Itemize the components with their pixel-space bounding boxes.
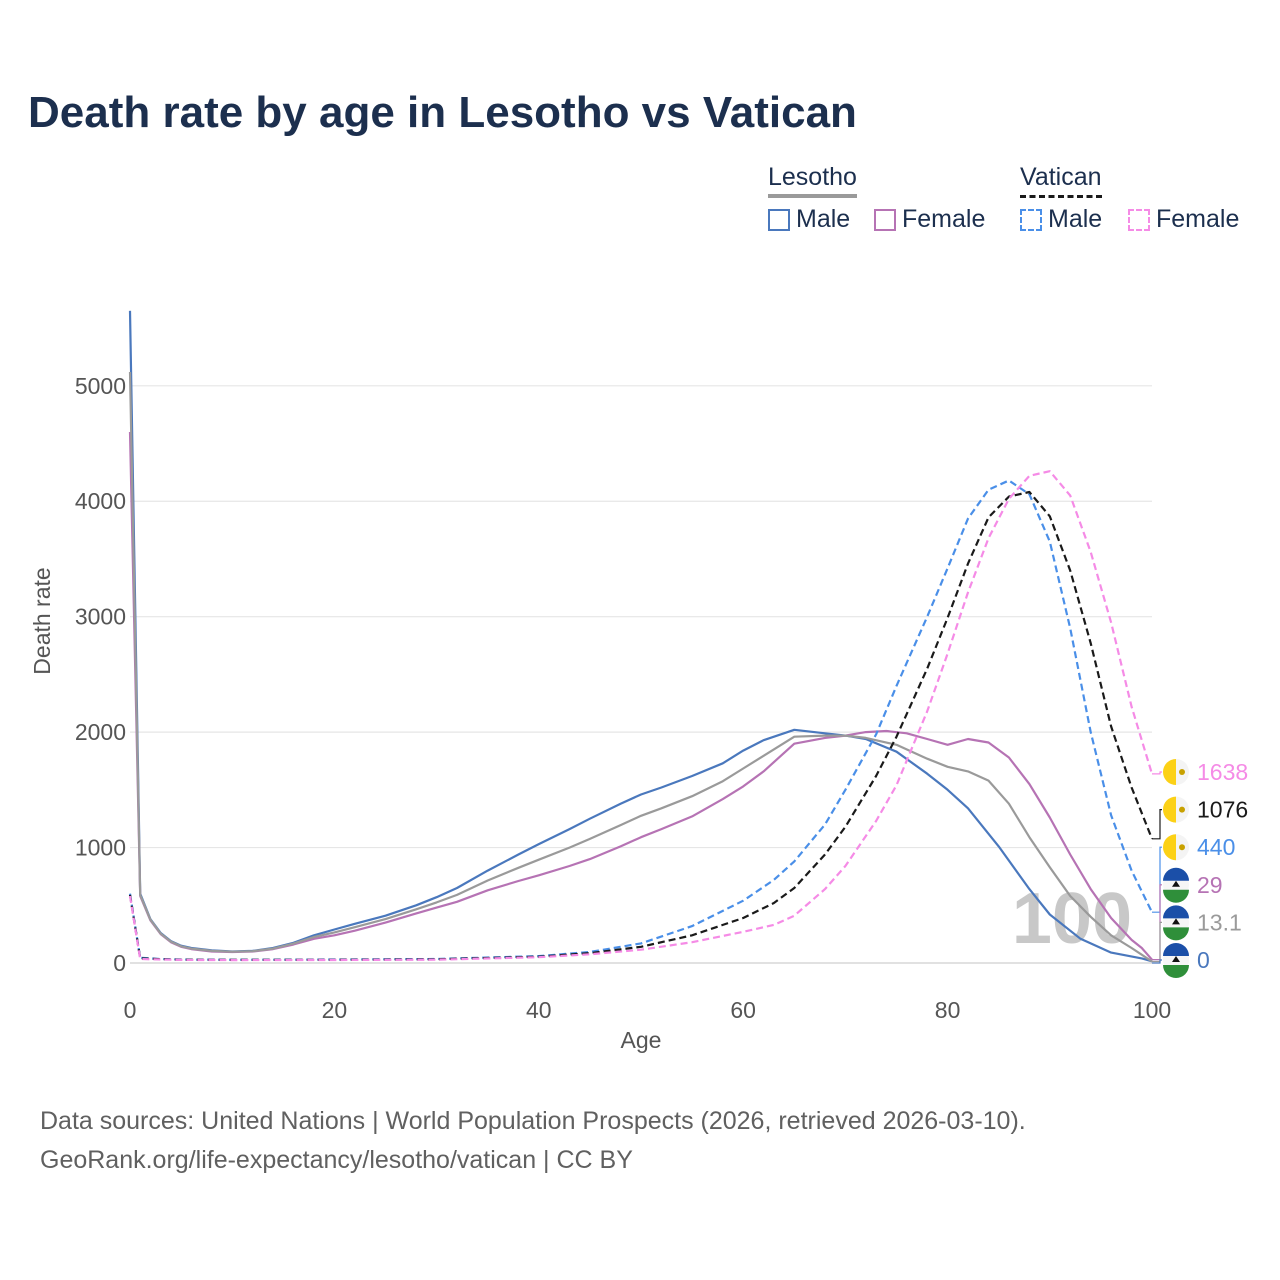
vatican-flag-yellow: [1163, 796, 1176, 823]
end-value-label: 0: [1197, 947, 1210, 973]
y-axis-label: Death rate: [29, 567, 55, 674]
legend-group-vatican: Vatican Male Female: [1020, 163, 1260, 243]
lesotho-flag-green: [1163, 965, 1189, 978]
series-line-vatican-female: [128, 470, 1154, 962]
legend-label: Male: [796, 205, 851, 233]
series-line-lesotho-male: [128, 310, 1153, 963]
lesotho-flag-blue: [1163, 905, 1189, 919]
legend-swatch-lesotho-female: [874, 208, 896, 231]
legend-item-lesotho-male[interactable]: Male: [768, 205, 850, 234]
x-tick-label: 60: [730, 997, 756, 1023]
legend-heading-vatican: Vatican: [1020, 163, 1102, 198]
end-value-label: 13.1: [1197, 909, 1242, 935]
legend-swatch-vatican-male: [1020, 208, 1042, 231]
y-tick-label: 4000: [75, 488, 126, 514]
legend-item-vatican-male[interactable]: Male: [1020, 205, 1102, 234]
legend-item-lesotho-female[interactable]: Female: [874, 205, 985, 234]
legend-item-vatican-female[interactable]: Female: [1128, 205, 1239, 234]
end-label-connector: [1152, 809, 1162, 840]
end-value-label: 1638: [1197, 759, 1248, 785]
x-axis-label: Age: [621, 1027, 662, 1053]
lesotho-flag-hat: [1172, 918, 1180, 925]
lesotho-flag-hat: [1172, 956, 1180, 962]
source-note: Data sources: United Nations | World Pop…: [40, 1107, 1026, 1135]
end-value-label: 440: [1197, 834, 1235, 860]
vatican-flag-emblem: [1179, 844, 1185, 851]
y-tick-label: 3000: [75, 604, 126, 630]
lesotho-flag-hat: [1172, 880, 1180, 887]
lesotho-flag-blue: [1163, 943, 1189, 956]
legend-label: Female: [1156, 205, 1240, 233]
x-tick-label: 40: [526, 997, 552, 1023]
lesotho-flag-blue: [1163, 867, 1189, 881]
legend-label: Female: [902, 205, 986, 233]
y-tick-label: 5000: [75, 373, 126, 399]
lesotho-flag-green: [1163, 889, 1189, 903]
vatican-flag-yellow: [1163, 759, 1176, 785]
series-line-lesotho-total: [128, 371, 1153, 963]
x-tick-label: 80: [935, 997, 961, 1023]
vatican-flag-yellow: [1163, 834, 1176, 861]
vatican-flag-emblem: [1179, 769, 1185, 775]
legend-heading-label: Lesotho: [768, 163, 857, 191]
series-line-lesotho-female: [128, 431, 1153, 961]
lesotho-flag-green: [1163, 927, 1189, 941]
x-tick-label: 0: [124, 997, 137, 1023]
legend-heading-underline: [768, 194, 857, 198]
legend-label: Male: [1048, 205, 1103, 233]
legend-heading-label: Vatican: [1020, 163, 1102, 191]
legend-heading-underline: [1020, 195, 1102, 198]
legend-group-lesotho: Lesotho Male Female: [768, 163, 998, 243]
series-line-vatican-total: [128, 490, 1154, 961]
end-label-connector: [1152, 771, 1162, 775]
chart-title: Death rate by age in Lesotho vs Vatican: [28, 88, 857, 137]
vatican-flag-emblem: [1179, 806, 1185, 813]
legend-heading-lesotho: Lesotho: [768, 163, 857, 198]
end-value-label: 1076: [1197, 797, 1248, 823]
end-label-connector: [1152, 921, 1162, 963]
x-tick-label: 20: [322, 997, 348, 1023]
series-line-vatican-male: [128, 479, 1153, 961]
y-tick-label: 2000: [75, 719, 126, 745]
credit-note: GeoRank.org/life-expectancy/lesotho/vati…: [40, 1146, 633, 1174]
legend-swatch-lesotho-male: [768, 208, 790, 231]
y-tick-label: 0: [113, 950, 126, 976]
end-label-connector: [1152, 959, 1162, 964]
end-value-label: 29: [1197, 872, 1223, 898]
x-tick-label: 100: [1133, 997, 1171, 1023]
end-label-connector: [1152, 846, 1162, 913]
legend-swatch-vatican-female: [1128, 208, 1150, 231]
y-tick-label: 1000: [75, 835, 126, 861]
